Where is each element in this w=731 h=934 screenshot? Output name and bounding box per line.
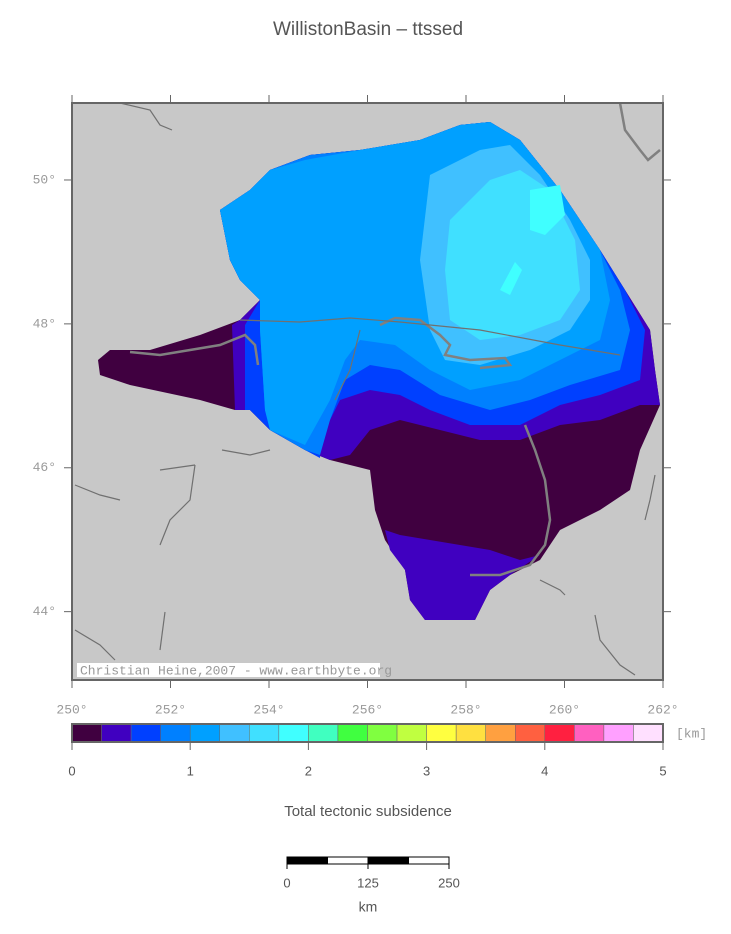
subsidence-zone	[530, 185, 565, 235]
scale-unit: km	[359, 899, 378, 915]
color-bin	[544, 723, 575, 743]
color-bin	[455, 723, 486, 743]
river	[119, 102, 173, 131]
color-bin	[485, 723, 516, 743]
river	[221, 449, 271, 456]
color-bin	[337, 723, 368, 743]
river	[129, 333, 260, 366]
colorbar-unit: [km]	[676, 726, 707, 741]
lat-label: 50°	[33, 172, 56, 187]
lon-label: 260°	[549, 702, 580, 717]
credit: Christian Heine,2007 - www.earthbyte.org	[80, 663, 392, 678]
color-bin	[515, 723, 546, 743]
scale-segment	[327, 856, 369, 865]
colorbar-tick-label: 0	[68, 763, 75, 778]
color-bin	[71, 723, 102, 743]
scale-segment	[286, 856, 328, 865]
scale-label: 0	[283, 875, 290, 890]
colorbar-frame	[71, 723, 664, 743]
river	[239, 317, 621, 356]
colorbar-tick-label: 4	[541, 763, 548, 778]
color-bin	[633, 723, 664, 743]
credit-box	[77, 663, 380, 677]
river	[470, 424, 552, 577]
river	[379, 316, 513, 370]
river	[334, 329, 361, 401]
scale-segment	[367, 856, 409, 865]
lat-label: 46°	[33, 460, 56, 475]
river	[74, 629, 116, 661]
colorbar-tick-label: 2	[305, 763, 312, 778]
color-bin	[367, 723, 398, 743]
color-bin	[308, 723, 339, 743]
river	[159, 464, 196, 546]
river	[618, 102, 661, 162]
color-bin	[396, 723, 427, 743]
color-bin	[130, 723, 161, 743]
map-title: WillistonBasin – ttssed	[273, 19, 463, 40]
color-bin	[160, 723, 191, 743]
color-bin	[189, 723, 220, 743]
colorbar-tick-label: 3	[423, 763, 430, 778]
lon-label: 262°	[647, 702, 678, 717]
color-bin	[249, 723, 280, 743]
color-bin	[219, 723, 250, 743]
river	[644, 474, 656, 521]
lat-label: 44°	[33, 604, 56, 619]
river	[159, 464, 196, 471]
colorbar-tick-label: 5	[659, 763, 666, 778]
colorbar-tick-label: 1	[187, 763, 194, 778]
color-bin	[426, 723, 457, 743]
river	[539, 579, 566, 596]
river	[159, 611, 166, 651]
lon-label: 258°	[450, 702, 481, 717]
subsidence-zone	[500, 262, 522, 295]
river	[594, 614, 636, 676]
lat-label: 48°	[33, 316, 56, 331]
basin	[98, 122, 660, 620]
lon-label: 252°	[155, 702, 186, 717]
subsidence-zone	[385, 530, 540, 620]
scale-label: 125	[357, 875, 379, 890]
rivers	[74, 102, 661, 676]
scale-label: 250	[438, 875, 460, 890]
lon-label: 254°	[253, 702, 284, 717]
lon-label: 250°	[56, 702, 87, 717]
subsidence-zone	[220, 160, 305, 445]
scale-segment	[408, 856, 450, 865]
color-bin	[101, 723, 132, 743]
lon-label: 256°	[352, 702, 383, 717]
color-bin	[278, 723, 309, 743]
colorbar-label: Total tectonic subsidence	[284, 803, 452, 820]
river	[74, 484, 121, 501]
color-bin	[574, 723, 605, 743]
color-bin	[603, 723, 634, 743]
